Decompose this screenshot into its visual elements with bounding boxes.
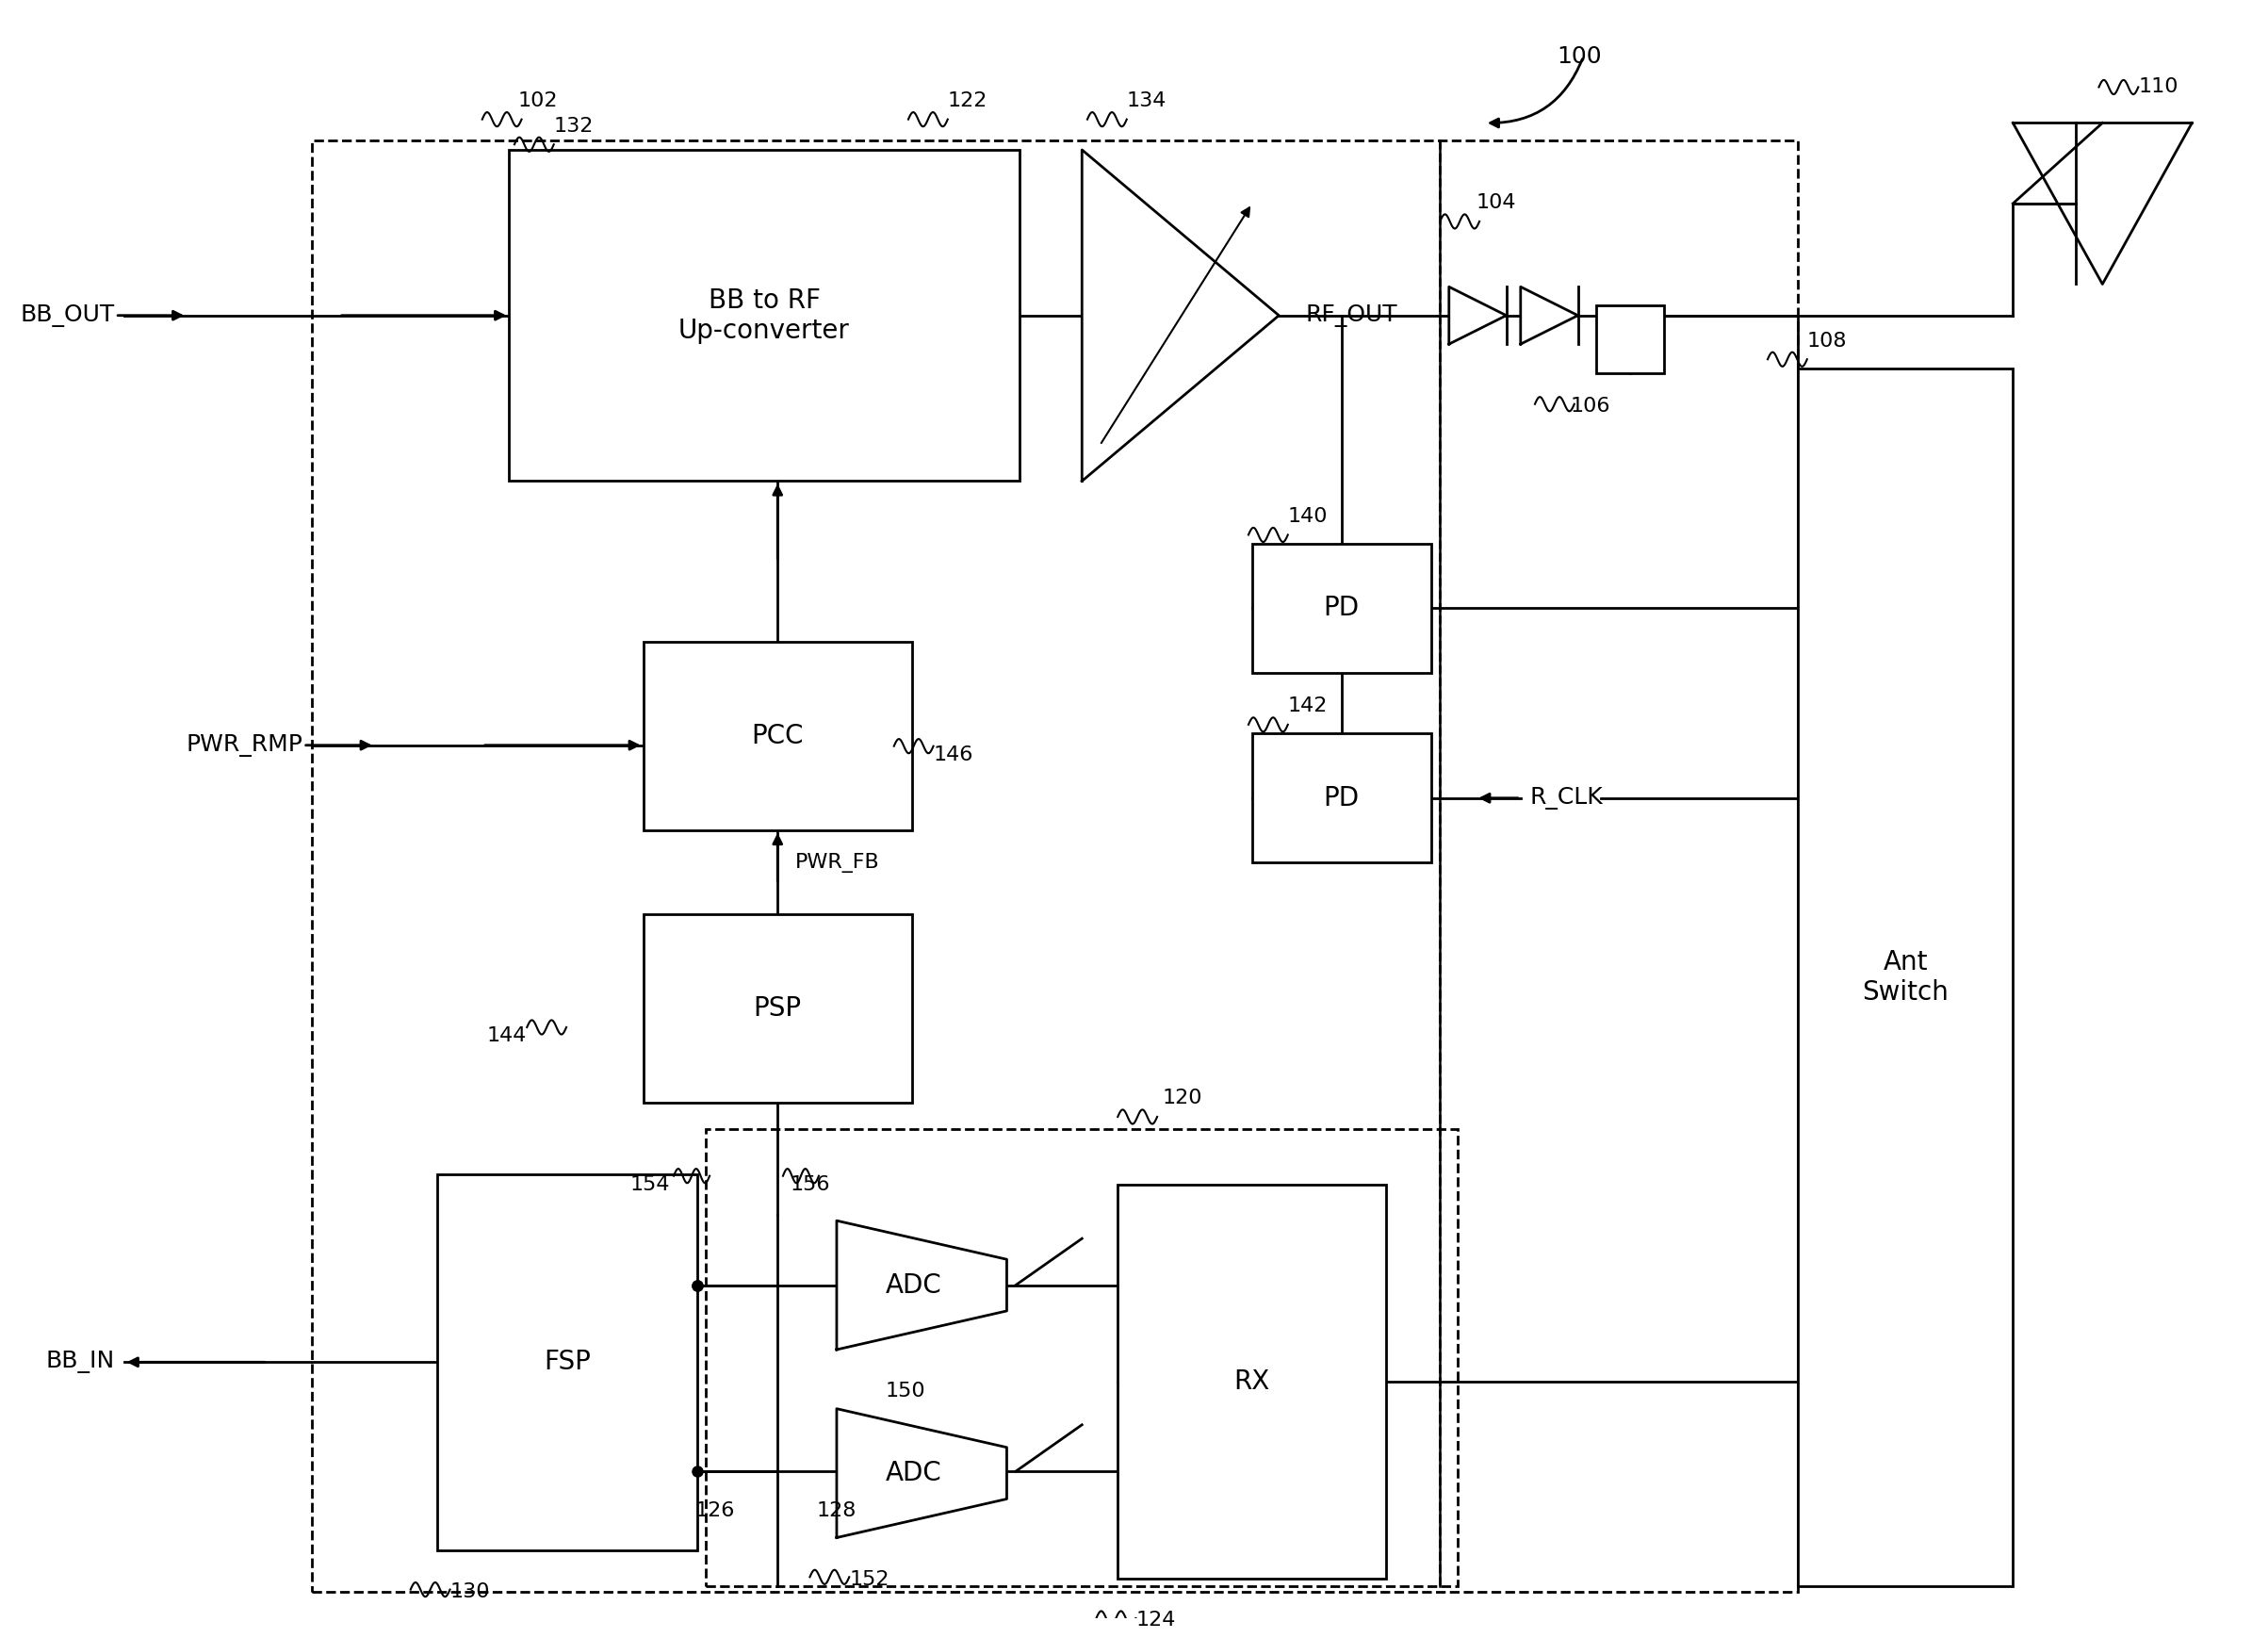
FancyBboxPatch shape: [508, 149, 1018, 482]
Text: PWR_FB: PWR_FB: [796, 853, 880, 873]
FancyBboxPatch shape: [1118, 1184, 1386, 1579]
Text: BB_OUT: BB_OUT: [20, 305, 116, 326]
FancyBboxPatch shape: [1252, 544, 1431, 673]
Text: 110: 110: [2139, 77, 2177, 97]
Polygon shape: [837, 1220, 1007, 1350]
Text: 150: 150: [885, 1382, 925, 1400]
Text: 146: 146: [934, 745, 973, 765]
Text: ADC: ADC: [885, 1459, 941, 1486]
Text: PCC: PCC: [751, 722, 803, 750]
Text: PWR_RMP: PWR_RMP: [186, 734, 304, 757]
Text: 104: 104: [1476, 193, 1515, 213]
FancyBboxPatch shape: [1597, 306, 1665, 373]
Polygon shape: [1520, 287, 1579, 344]
Text: ADC: ADC: [885, 1273, 941, 1299]
Text: 140: 140: [1288, 508, 1327, 526]
Text: BB to RF
Up-converter: BB to RF Up-converter: [678, 287, 850, 344]
FancyBboxPatch shape: [1799, 369, 2014, 1586]
Text: 144: 144: [488, 1027, 526, 1045]
Text: 124: 124: [1136, 1612, 1175, 1630]
Polygon shape: [837, 1409, 1007, 1538]
Text: PD: PD: [1325, 785, 1359, 811]
Text: 142: 142: [1288, 696, 1327, 716]
Polygon shape: [1082, 149, 1279, 482]
Text: 102: 102: [517, 92, 558, 110]
Text: 100: 100: [1556, 46, 1601, 69]
FancyBboxPatch shape: [438, 1174, 696, 1550]
Text: R_CLK: R_CLK: [1529, 786, 1603, 809]
Text: 156: 156: [789, 1176, 830, 1194]
Text: PSP: PSP: [753, 996, 801, 1022]
Text: BB_IN: BB_IN: [45, 1351, 116, 1373]
Text: 120: 120: [1163, 1089, 1202, 1107]
Text: 122: 122: [948, 92, 987, 110]
FancyBboxPatch shape: [644, 642, 912, 830]
FancyBboxPatch shape: [644, 914, 912, 1102]
Text: Ant
Switch: Ant Switch: [1862, 948, 1948, 1006]
Text: 154: 154: [631, 1176, 669, 1194]
Polygon shape: [1449, 287, 1506, 344]
Text: 126: 126: [694, 1502, 735, 1520]
Text: 108: 108: [1808, 331, 1846, 351]
Text: 132: 132: [553, 116, 594, 136]
Text: 128: 128: [816, 1502, 857, 1520]
Text: 106: 106: [1572, 396, 1610, 416]
Text: 130: 130: [449, 1582, 490, 1602]
Text: RF_OUT: RF_OUT: [1306, 305, 1397, 326]
FancyBboxPatch shape: [1252, 734, 1431, 863]
Text: RX: RX: [1234, 1369, 1270, 1396]
Text: PD: PD: [1325, 595, 1359, 621]
Text: 152: 152: [848, 1569, 889, 1589]
Text: FSP: FSP: [544, 1350, 590, 1376]
Text: 134: 134: [1127, 92, 1166, 110]
